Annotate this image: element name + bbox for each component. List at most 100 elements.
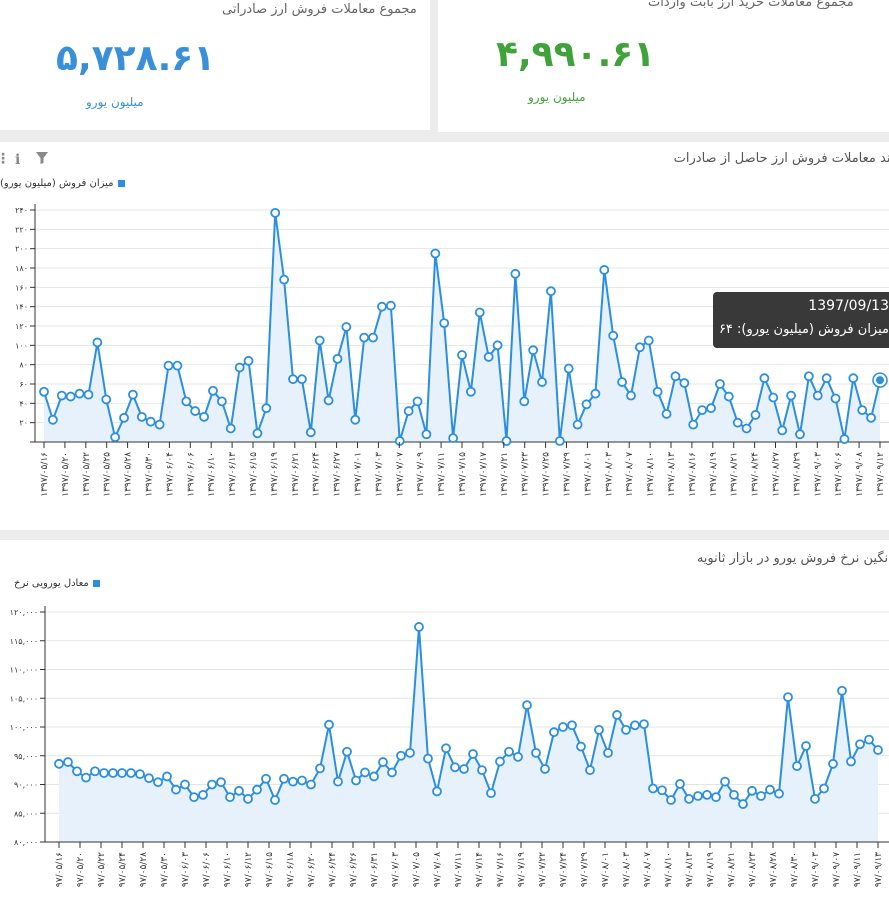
data-point [465, 386, 476, 397]
x-tick-label: ۱۳۹۷/۰۹/۰۳ [813, 452, 823, 497]
data-point [777, 425, 788, 436]
data-point [153, 777, 163, 788]
data-point [360, 767, 370, 778]
filter-icon[interactable] [35, 151, 49, 169]
data-point [670, 371, 681, 382]
x-tick-label: ۱۳۹۷/۰۶/۰۴ [165, 452, 175, 497]
data-point [288, 776, 298, 787]
data-point [468, 749, 478, 759]
x-tick-label: ۱۳۹۷/۰۷/۰۹ [416, 452, 426, 497]
y-tick-label: ۱۰۰ [15, 341, 28, 350]
data-point [385, 300, 396, 311]
data-point [612, 710, 622, 720]
x-tick-label: ۱۳۹۷/۰۶/۱۰ [207, 452, 217, 497]
x-tick-label: ۹۷/۰۷/۱۴ [475, 852, 485, 887]
data-point [474, 307, 485, 318]
x-tick-label: ۹۷/۰۷/۰۸ [433, 852, 443, 887]
x-tick-label: ۹۷/۰۷/۲۲ [538, 852, 548, 887]
data-point [567, 720, 577, 731]
x-tick-label: ۱۳۹۷/۰۸/۲۷ [772, 452, 782, 497]
data-point [342, 746, 352, 757]
info-icon[interactable]: i [15, 152, 21, 168]
x-tick-label: ۱۳۹۷/۰۷/۱۱ [437, 452, 447, 497]
x-tick-label: ۱۳۹۷/۰۵/۱۶ [40, 452, 50, 497]
x-tick-label: ۱۳۹۷/۰۹/۱۲ [876, 452, 886, 497]
data-point [738, 799, 748, 809]
chart2-legend[interactable]: معادل یورویی نرخ [14, 578, 100, 589]
import-stat-title: مجموع معاملات خرید ارز بابت واردات [648, 0, 854, 10]
y-tick-label: ۱۶۰ [15, 283, 28, 292]
data-point [207, 779, 217, 790]
data-point [99, 768, 109, 778]
y-tick-label: ۲۲۰ [15, 225, 28, 234]
data-point [723, 391, 734, 402]
x-tick-label: ۱۳۹۷/۰۵/۲۰ [61, 452, 71, 497]
data-point [812, 390, 823, 401]
data-point [537, 377, 547, 387]
y-tick-label: ۱۲۰ [15, 322, 28, 331]
data-point [332, 353, 343, 364]
data-point [830, 393, 841, 404]
more-options-icon[interactable]: ⋮ [0, 151, 10, 167]
data-point [477, 765, 487, 776]
data-point [866, 412, 877, 423]
data-point [47, 414, 58, 425]
x-tick-label: ۱۳۹۷/۰۸/۲۴ [751, 452, 761, 497]
data-point [189, 792, 199, 803]
data-point [234, 362, 245, 373]
data-point [648, 783, 658, 794]
x-tick-label: ۱۳۹۷/۰۷/۰۱ [354, 452, 364, 497]
data-point [306, 779, 316, 790]
data-point [171, 784, 181, 795]
data-point [828, 758, 838, 769]
data-point [599, 265, 610, 275]
data-point [324, 719, 334, 730]
data-point [759, 373, 770, 384]
data-point [144, 773, 154, 784]
tooltip-value: میزان فروش (میلیون یورو): ۶۴ [718, 322, 889, 337]
x-tick-label: ۱۳۹۷/۰۶/۲۱ [291, 452, 301, 497]
data-point [495, 756, 505, 767]
y-tick-label: ۹۵,۰۰۰ [14, 752, 38, 761]
data-point [110, 432, 121, 443]
x-tick-label: ۱۳۹۷/۰۷/۰۳ [374, 452, 384, 497]
data-point [786, 390, 796, 401]
data-point [857, 405, 868, 416]
data-point [314, 335, 325, 346]
data-point [792, 761, 802, 771]
data-point [56, 390, 67, 401]
data-point [216, 396, 227, 407]
data-point [839, 434, 850, 445]
x-tick-label: ۹۷/۰۸/۱۳ [685, 852, 695, 887]
data-point [747, 785, 757, 796]
data-point [531, 747, 541, 758]
x-tick-label: ۱۳۹۷/۰۹/۰۶ [834, 452, 844, 497]
data-point [855, 739, 865, 750]
data-point [666, 795, 676, 805]
x-tick-label: ۹۷/۰۸/۰۳ [622, 852, 632, 887]
y-tick-label: ۱۰۰,۰۰۰ [10, 723, 38, 732]
data-point [873, 745, 883, 755]
data-point [243, 355, 254, 366]
data-point [801, 741, 811, 751]
x-tick-label: ۹۷/۰۸/۲۱ [727, 852, 737, 887]
data-point [234, 785, 244, 796]
data-point [874, 374, 886, 387]
data-point [693, 791, 703, 801]
data-point [145, 416, 156, 427]
x-tick-label: ۹۷/۰۷/۱۹ [517, 852, 527, 887]
x-tick-label: ۹۷/۰۹/۱۳ [874, 852, 884, 887]
data-point [846, 756, 856, 767]
data-point [252, 784, 262, 795]
data-point [774, 788, 784, 799]
chart1-legend[interactable]: میزان فروش (میلیون یورو) [0, 178, 125, 189]
data-point [181, 396, 192, 407]
legend-swatch [117, 180, 125, 187]
data-point [351, 775, 361, 786]
data-point [661, 409, 672, 419]
data-point [697, 405, 708, 416]
data-point [162, 771, 172, 782]
data-point [715, 379, 725, 389]
data-point [136, 411, 147, 422]
data-point [101, 394, 112, 405]
